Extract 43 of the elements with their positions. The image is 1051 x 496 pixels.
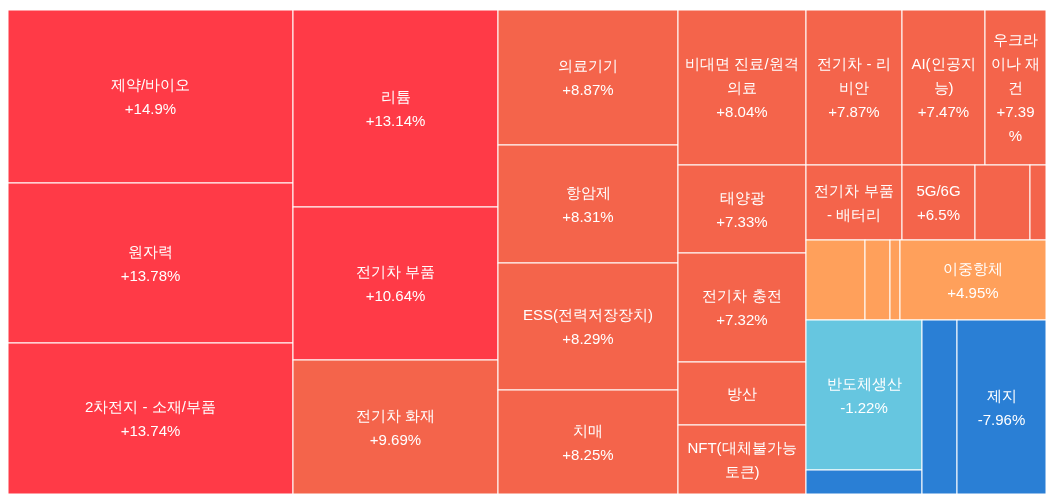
category-label: NFT(대체불가능토큰) [687, 439, 797, 480]
data-label: +8.87% [562, 81, 614, 98]
data-label: -1.22% [840, 398, 888, 416]
data-label: +8.29% [562, 330, 614, 347]
data-label: +9.69% [369, 430, 422, 448]
data-label: +7.33% [716, 212, 768, 230]
data-label: +4.95% [947, 283, 999, 301]
category-label: 전기차 부품 - 배터리 [814, 182, 894, 223]
data-label: +7.32% [716, 311, 768, 328]
category-label: 의료기기 [558, 57, 618, 74]
data-label: +8.04% [716, 103, 768, 120]
data-label: +10.64% [365, 287, 426, 304]
category-label: ESS(전력저장장치) [522, 306, 654, 323]
category-label: 항암제 [565, 183, 611, 201]
category-label: 태양광 [719, 188, 765, 206]
category-label: 전기차 화재 [355, 406, 436, 424]
data-label: +14.9% [124, 100, 177, 117]
data-label: +13.74% [120, 422, 181, 439]
data-label: +6.5% [917, 206, 960, 223]
category-label: 전기차 충전 [702, 287, 782, 304]
category-label: 비대면 진료/원격의료 [685, 55, 799, 96]
data-label: +7.47% [917, 103, 970, 120]
category-label: 제약/바이오 [110, 76, 191, 93]
category-label: 반도체생산 [826, 374, 902, 392]
category-label: 2차전지 - 소재/부품 [85, 398, 216, 415]
data-label: +13.14% [365, 112, 426, 129]
category-label: 제지 [986, 386, 1017, 404]
data-label: +8.31% [562, 207, 614, 225]
data-label: +13.78% [120, 266, 181, 284]
category-label: 치매 [573, 421, 603, 439]
category-label: 방산 [727, 385, 757, 402]
category-label: 우크라이나 재건 [990, 31, 1041, 96]
category-label: 원자력 [128, 242, 173, 260]
data-label: +8.25% [562, 445, 614, 463]
category-label: AI(인공지능) [911, 55, 976, 96]
category-label: 전기차 부품 [355, 263, 436, 280]
category-label: 이중항체 [943, 259, 1003, 277]
data-label: +7.87% [828, 103, 880, 120]
category-label: 리튬 [380, 88, 411, 105]
category-label: 5G/6G [916, 182, 961, 199]
data-label: +7.39% [996, 103, 1035, 144]
category-label: 전기차 - 리비안 [817, 55, 891, 96]
data-label: -7.96% [977, 410, 1026, 428]
